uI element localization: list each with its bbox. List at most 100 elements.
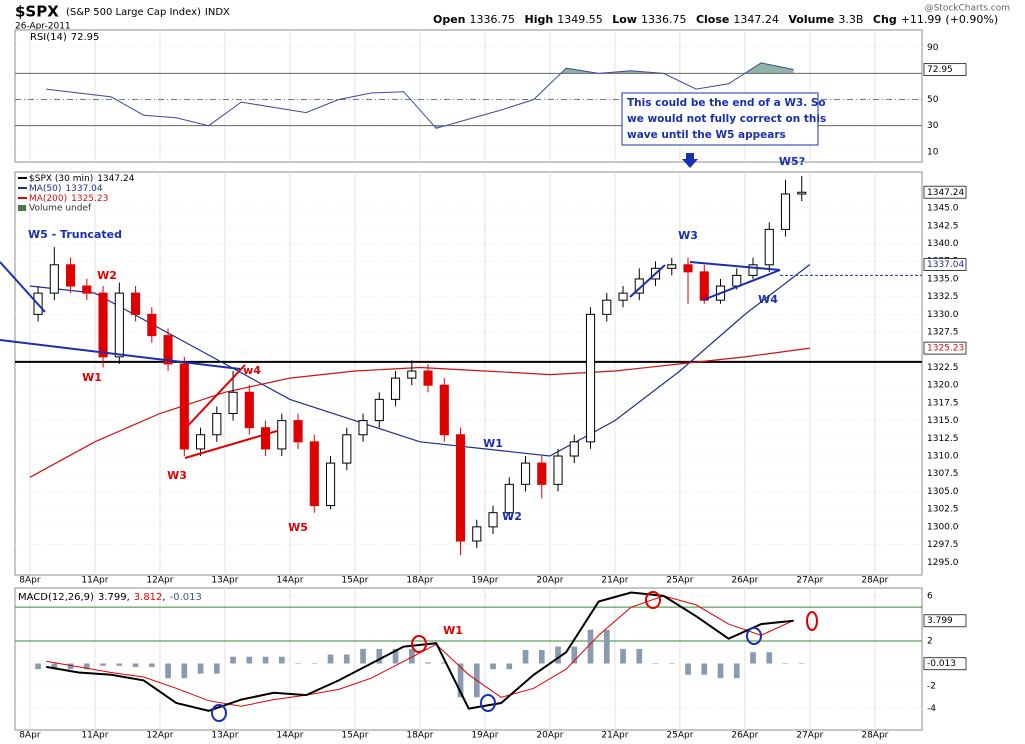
x-tick-label: 20Apr bbox=[536, 731, 563, 741]
macd-histogram bbox=[311, 663, 318, 665]
macd-histogram bbox=[668, 663, 675, 665]
y-tick-label: 6 bbox=[927, 591, 933, 601]
candle-body bbox=[537, 462, 547, 485]
y-tick-label: 1317.5 bbox=[927, 398, 959, 408]
macd-histogram bbox=[538, 649, 545, 664]
wave-label: W3 bbox=[678, 229, 698, 242]
x-tick-label: 27Apr bbox=[796, 731, 823, 741]
value-tag-label: 1325.23 bbox=[927, 344, 964, 354]
legend-entry: $SPX (30 min) 1347.24 bbox=[29, 174, 135, 184]
rsi-name: RSI(14) bbox=[30, 32, 67, 43]
value-tag bbox=[923, 657, 967, 671]
rsi-fill-high bbox=[560, 62, 794, 74]
macd-histogram bbox=[327, 654, 334, 664]
wave-label: W5 - Truncated bbox=[28, 228, 122, 241]
macd-title: MACD(12,26,9) 3.799, 3.812, -0.013 bbox=[18, 592, 202, 603]
x-tick-label: 12Apr bbox=[146, 576, 173, 586]
candle-body bbox=[504, 483, 514, 514]
candle-body bbox=[358, 420, 368, 436]
chg-pct: (+0.90%) bbox=[945, 13, 998, 26]
highlight-circle bbox=[645, 591, 661, 609]
highlight-circle bbox=[411, 635, 427, 653]
macd-histogram bbox=[571, 646, 578, 664]
wave-label: W3 bbox=[167, 469, 187, 482]
y-tick-label: 1300.0 bbox=[927, 522, 959, 532]
macd-histogram bbox=[246, 656, 253, 664]
wave-label: w4 bbox=[243, 364, 261, 377]
macd-histogram bbox=[750, 652, 756, 664]
macd-histogram bbox=[425, 662, 431, 664]
macd-histogram bbox=[35, 663, 41, 670]
value-tag bbox=[923, 185, 967, 199]
x-tick-label: 20Apr bbox=[536, 576, 563, 586]
close: 1347.24 bbox=[733, 13, 779, 26]
open-label: Open bbox=[433, 13, 466, 26]
macd-histogram bbox=[457, 663, 464, 698]
high: 1349.55 bbox=[557, 13, 603, 26]
x-tick-label: 18Apr bbox=[406, 731, 433, 741]
macd-histogram bbox=[132, 663, 139, 667]
macd-histogram bbox=[408, 648, 415, 664]
candle-body bbox=[179, 363, 189, 450]
value-tag-label: 72.95 bbox=[927, 65, 953, 75]
macd-name: MACD(12,26,9) bbox=[18, 592, 94, 603]
x-tick-label: 26Apr bbox=[731, 576, 758, 586]
moving-average bbox=[29, 264, 811, 457]
candle-body bbox=[374, 398, 384, 422]
macd-histogram bbox=[701, 663, 708, 675]
macd-histogram bbox=[490, 663, 496, 670]
y-tick-label: 1295.0 bbox=[927, 558, 959, 568]
highlight-circle bbox=[480, 694, 496, 712]
x-tick-label: 8Apr bbox=[19, 731, 41, 741]
x-tick-label: 13Apr bbox=[211, 576, 238, 586]
macd-histogram bbox=[83, 663, 90, 670]
candle-body bbox=[439, 384, 449, 436]
candle-body bbox=[82, 285, 92, 294]
y-tick-label: 1307.5 bbox=[927, 469, 959, 479]
wave-label: W1 bbox=[483, 437, 503, 450]
rsi-line bbox=[46, 62, 794, 129]
macd-histogram bbox=[766, 652, 773, 664]
macd-histogram bbox=[197, 663, 204, 674]
note-arrow bbox=[682, 153, 698, 168]
candle-body bbox=[325, 462, 336, 507]
trend-line bbox=[184, 430, 278, 459]
rsi-title: RSI(14) 72.95 bbox=[30, 32, 99, 43]
legend-entry: MA(200) 1325.23 bbox=[29, 194, 108, 204]
chg-label: Chg bbox=[873, 13, 897, 26]
macd-histogram bbox=[67, 663, 74, 670]
macd-histogram bbox=[376, 648, 383, 664]
x-tick-label: 11Apr bbox=[81, 576, 108, 586]
macd-histogram bbox=[360, 648, 366, 664]
macd-wave-label: W1 bbox=[443, 624, 463, 637]
wave-label: W5? bbox=[779, 155, 805, 168]
y-tick-label: 1310.0 bbox=[927, 452, 959, 462]
highlight-circle bbox=[211, 704, 227, 722]
y-tick-label: 1315.0 bbox=[927, 416, 959, 426]
y-tick-label: 1342.5 bbox=[927, 221, 959, 231]
macd-histogram bbox=[262, 656, 269, 664]
macd-histogram bbox=[148, 663, 155, 667]
candle-body bbox=[423, 370, 433, 386]
legend-swatch bbox=[18, 205, 26, 211]
candle-body bbox=[147, 313, 157, 337]
x-tick-label: 14Apr bbox=[276, 576, 303, 586]
x-tick-label: 15Apr bbox=[341, 731, 368, 741]
macd-histogram bbox=[522, 649, 529, 664]
macd-histogram bbox=[278, 656, 285, 664]
x-tick-label: 25Apr bbox=[666, 731, 693, 741]
legend-value: 1325.23 bbox=[71, 194, 108, 204]
candle-body bbox=[293, 420, 303, 443]
candle-body bbox=[98, 292, 108, 358]
macd-histogram bbox=[295, 663, 301, 665]
macd-histogram bbox=[506, 663, 513, 670]
y-tick-label: 1322.5 bbox=[927, 363, 959, 373]
candle-body bbox=[309, 441, 319, 507]
x-tick-label: 19Apr bbox=[471, 731, 498, 741]
trend-line bbox=[629, 264, 666, 298]
y-tick-label: 50 bbox=[927, 95, 939, 105]
candle-body bbox=[277, 420, 287, 450]
y-tick-label: 1320.0 bbox=[927, 381, 959, 391]
candle-body bbox=[163, 335, 173, 365]
